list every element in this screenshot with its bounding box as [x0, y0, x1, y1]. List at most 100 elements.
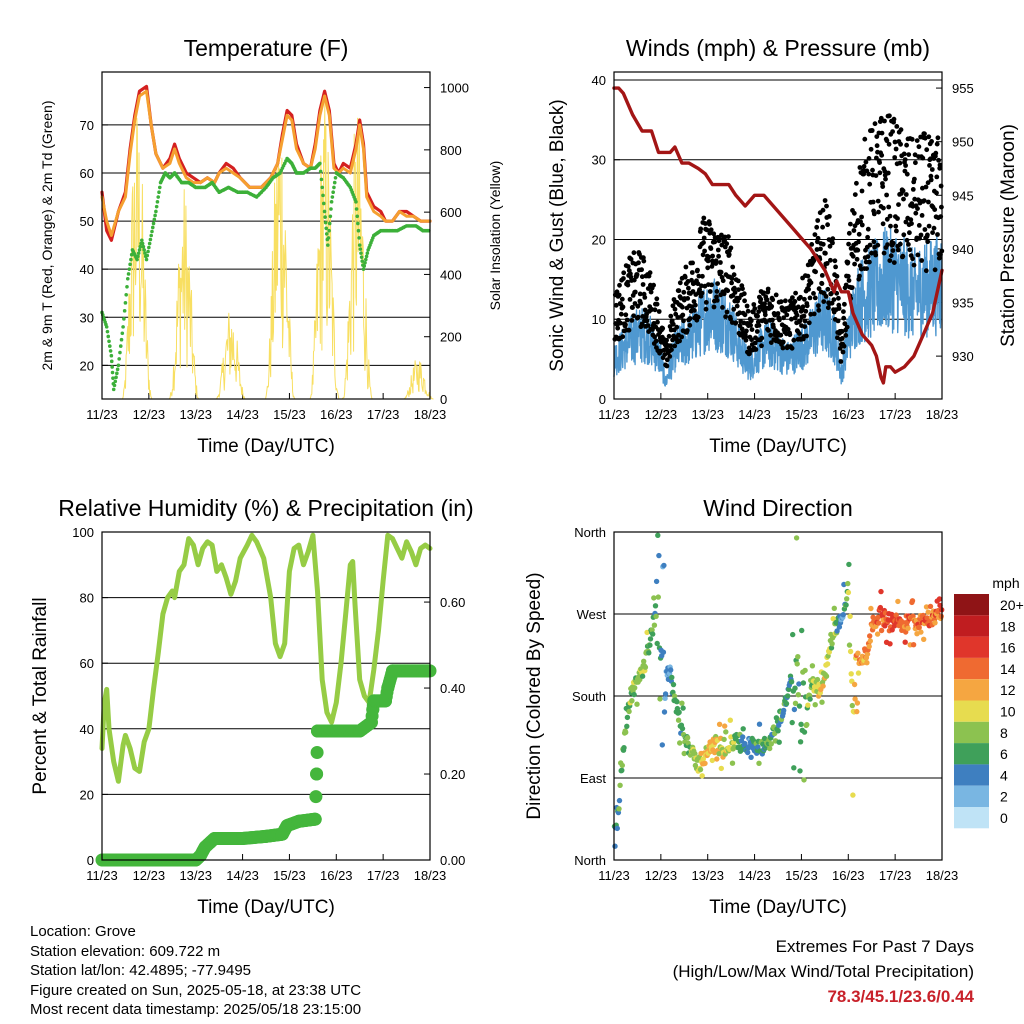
direction-point — [680, 705, 686, 711]
x-tick-label: 14/23 — [226, 407, 259, 422]
gust-point — [656, 309, 662, 314]
gust-point — [849, 285, 855, 290]
gust-point — [854, 256, 860, 262]
dewpoint-point — [329, 200, 334, 204]
direction-point — [878, 627, 885, 634]
solar-series — [402, 360, 434, 400]
dewpoint-point — [321, 193, 325, 198]
gust-point — [707, 289, 713, 294]
gust-point — [733, 320, 739, 326]
gust-point — [865, 234, 870, 240]
gust-point — [777, 317, 782, 323]
gust-point — [854, 180, 859, 186]
gust-point — [898, 127, 904, 133]
direction-point — [651, 595, 657, 601]
dewpoint-point — [364, 254, 369, 259]
direction-point — [632, 685, 638, 691]
gust-point — [715, 281, 720, 286]
gust-point — [830, 240, 835, 246]
gust-point — [624, 317, 630, 323]
direction-point — [702, 760, 708, 767]
direction-point — [809, 663, 816, 669]
legend-label: 18 — [1000, 618, 1016, 634]
gust-point — [863, 159, 869, 165]
gust-point — [742, 298, 747, 304]
y2-tick-label: 0.40 — [440, 681, 465, 696]
y-tick-label: 70 — [80, 118, 94, 133]
station-location: Location: Grove — [30, 923, 136, 940]
gust-point — [697, 287, 702, 292]
gust-point — [874, 143, 880, 149]
gust-point — [664, 337, 669, 343]
y-tick-label: South — [572, 689, 606, 704]
gust-point — [702, 221, 708, 226]
gust-point — [755, 313, 760, 319]
gust-point — [886, 141, 892, 147]
legend-swatch — [954, 807, 989, 829]
legend-swatch — [954, 636, 989, 658]
dewpoint-point — [328, 214, 333, 219]
direction-point — [668, 667, 674, 673]
dewpoint-point — [354, 207, 359, 211]
dewpoint-point — [140, 238, 144, 243]
direction-point — [801, 729, 808, 735]
gust-point — [619, 296, 625, 302]
legend-label: 4 — [1000, 767, 1008, 783]
gust-point — [790, 295, 795, 300]
gust-point — [871, 239, 877, 245]
x-tick-label: 17/23 — [367, 407, 400, 422]
gust-point — [749, 337, 754, 343]
direction-point — [867, 638, 873, 644]
gust-point — [744, 328, 749, 334]
gust-point — [628, 256, 634, 262]
dewpoint-point — [154, 204, 159, 209]
dewpoint-point — [110, 370, 115, 375]
gust-point — [833, 264, 838, 270]
direction-point — [798, 721, 804, 727]
dewpoint-point — [137, 248, 142, 252]
dewpoint-point — [157, 190, 161, 195]
dewpoint-point — [122, 317, 126, 321]
y-tick-label: 100 — [72, 525, 94, 540]
gust-point — [752, 340, 758, 346]
direction-point — [768, 741, 774, 747]
x-tick-label: 11/23 — [598, 868, 630, 883]
gust-point — [822, 198, 828, 203]
extremes-values: 78.3/45.1/23.6/0.44 — [827, 987, 974, 1006]
gust-point — [639, 274, 645, 280]
gust-point — [925, 239, 931, 245]
gust-point — [895, 247, 901, 253]
gust-point — [719, 242, 725, 248]
gust-point — [826, 214, 832, 219]
gust-point — [920, 155, 926, 161]
legend-label: 2 — [1000, 789, 1008, 805]
direction-point — [709, 757, 715, 764]
direction-point — [824, 661, 831, 667]
direction-point — [814, 676, 821, 683]
extremes-subheading: (High/Low/Max Wind/Total Precipitation) — [672, 962, 974, 981]
gust-point — [897, 160, 903, 166]
direction-point — [653, 578, 660, 585]
direction-point — [909, 598, 916, 604]
gust-point — [785, 326, 791, 332]
y2-tick-label: 0.00 — [440, 853, 465, 868]
gust-point — [834, 273, 840, 279]
gust-point — [907, 230, 912, 236]
gust-point — [838, 359, 844, 364]
gust-point — [873, 252, 879, 258]
direction-point — [786, 686, 792, 693]
dewpoint-point — [354, 200, 358, 204]
gust-point — [699, 283, 704, 289]
gust-point — [647, 270, 653, 276]
gust-point — [714, 298, 720, 303]
dewpoint-point — [359, 255, 364, 259]
x-tick-label: 15/23 — [273, 407, 306, 422]
x-tick-label: 13/23 — [691, 407, 724, 422]
gust-point — [856, 231, 862, 237]
gust-point — [928, 177, 934, 183]
gust-point — [839, 336, 845, 341]
gust-point — [635, 314, 641, 320]
x-axis-label: Time (Day/UTC) — [197, 897, 335, 918]
legend-label: 20+ — [1000, 597, 1024, 613]
dewpoint-point — [150, 225, 155, 230]
